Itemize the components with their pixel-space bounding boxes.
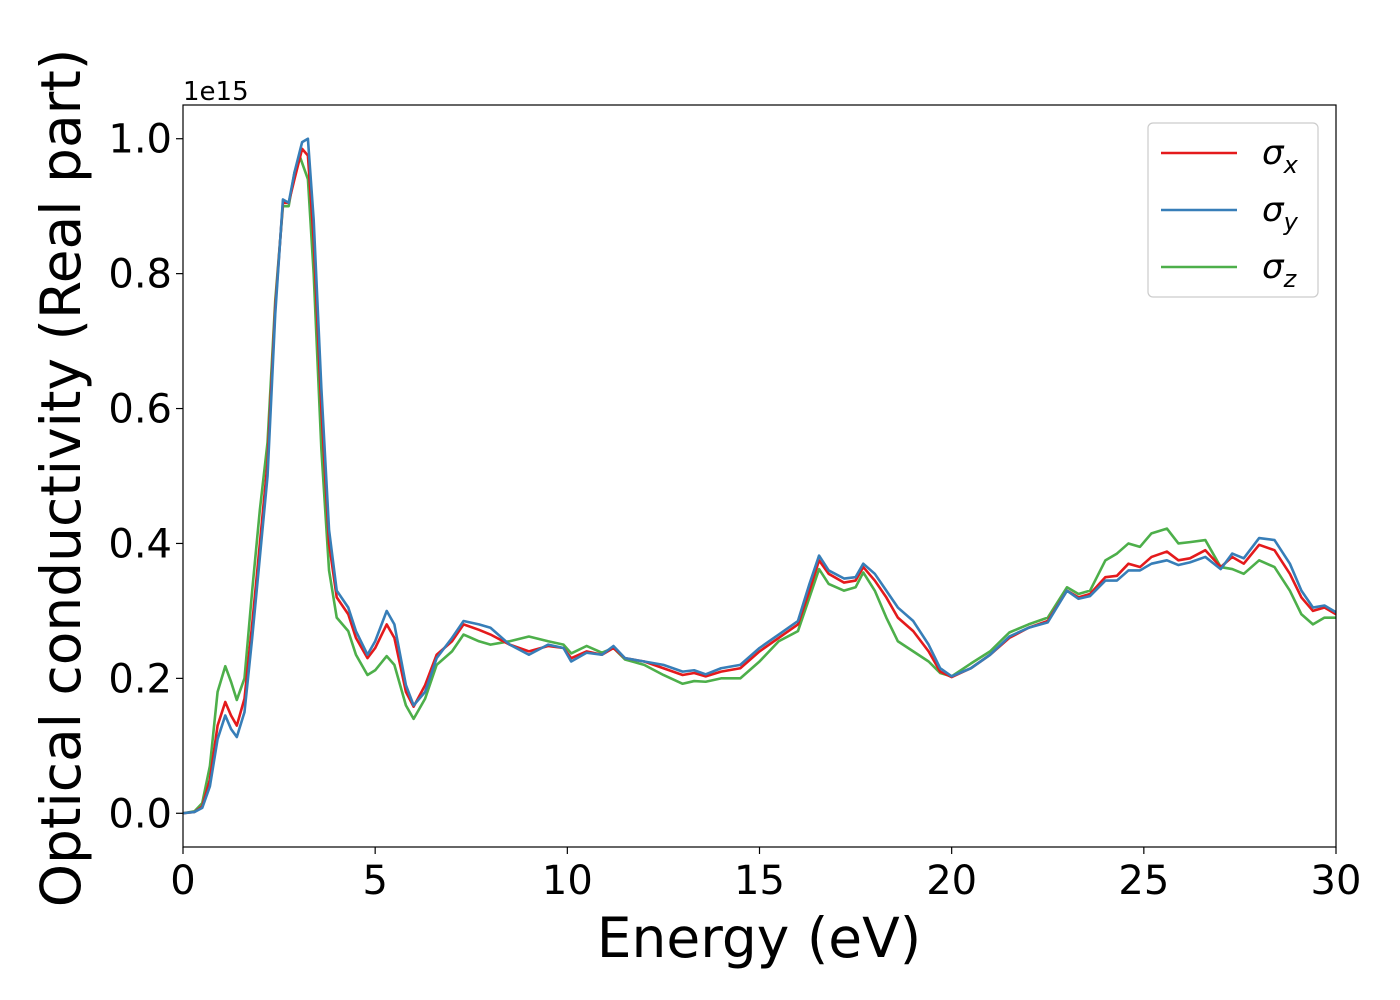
y-tick-label: 0.4 bbox=[108, 521, 172, 567]
axis-ticks: 0 5 10 15 20 25 30 0.0 0.2 0.4 0.6 0.8 1.0 bbox=[108, 117, 1361, 904]
x-tick-label: 25 bbox=[1118, 858, 1169, 904]
x-tick-label: 15 bbox=[734, 858, 785, 904]
series-lines bbox=[183, 137, 1336, 815]
y-tick-label: 0.8 bbox=[108, 252, 172, 298]
y-tick-label: 0.2 bbox=[108, 656, 172, 702]
y-tick-label: 0.6 bbox=[108, 387, 172, 433]
x-tick-label: 30 bbox=[1311, 858, 1362, 904]
x-tick-label: 20 bbox=[926, 858, 977, 904]
legend: σx σy σz bbox=[1147, 122, 1319, 298]
y-tick-label: 0.0 bbox=[108, 791, 172, 837]
x-tick-label: 5 bbox=[362, 858, 387, 904]
series-line-y bbox=[183, 137, 1336, 815]
x-tick-label: 0 bbox=[170, 858, 195, 904]
legend-label-x: σx bbox=[1262, 133, 1299, 179]
x-axis-label: Energy (eV) bbox=[597, 906, 921, 970]
y-tick-label: 1.0 bbox=[108, 117, 172, 163]
x-tick-label: 10 bbox=[542, 858, 593, 904]
series-line-x bbox=[183, 147, 1336, 815]
y-offset-label: 1e15 bbox=[183, 77, 249, 107]
legend-label-y: σy bbox=[1262, 190, 1299, 236]
y-axis-label: Optical conductivity (Real part) bbox=[29, 49, 93, 908]
legend-label-z: σz bbox=[1262, 247, 1298, 293]
